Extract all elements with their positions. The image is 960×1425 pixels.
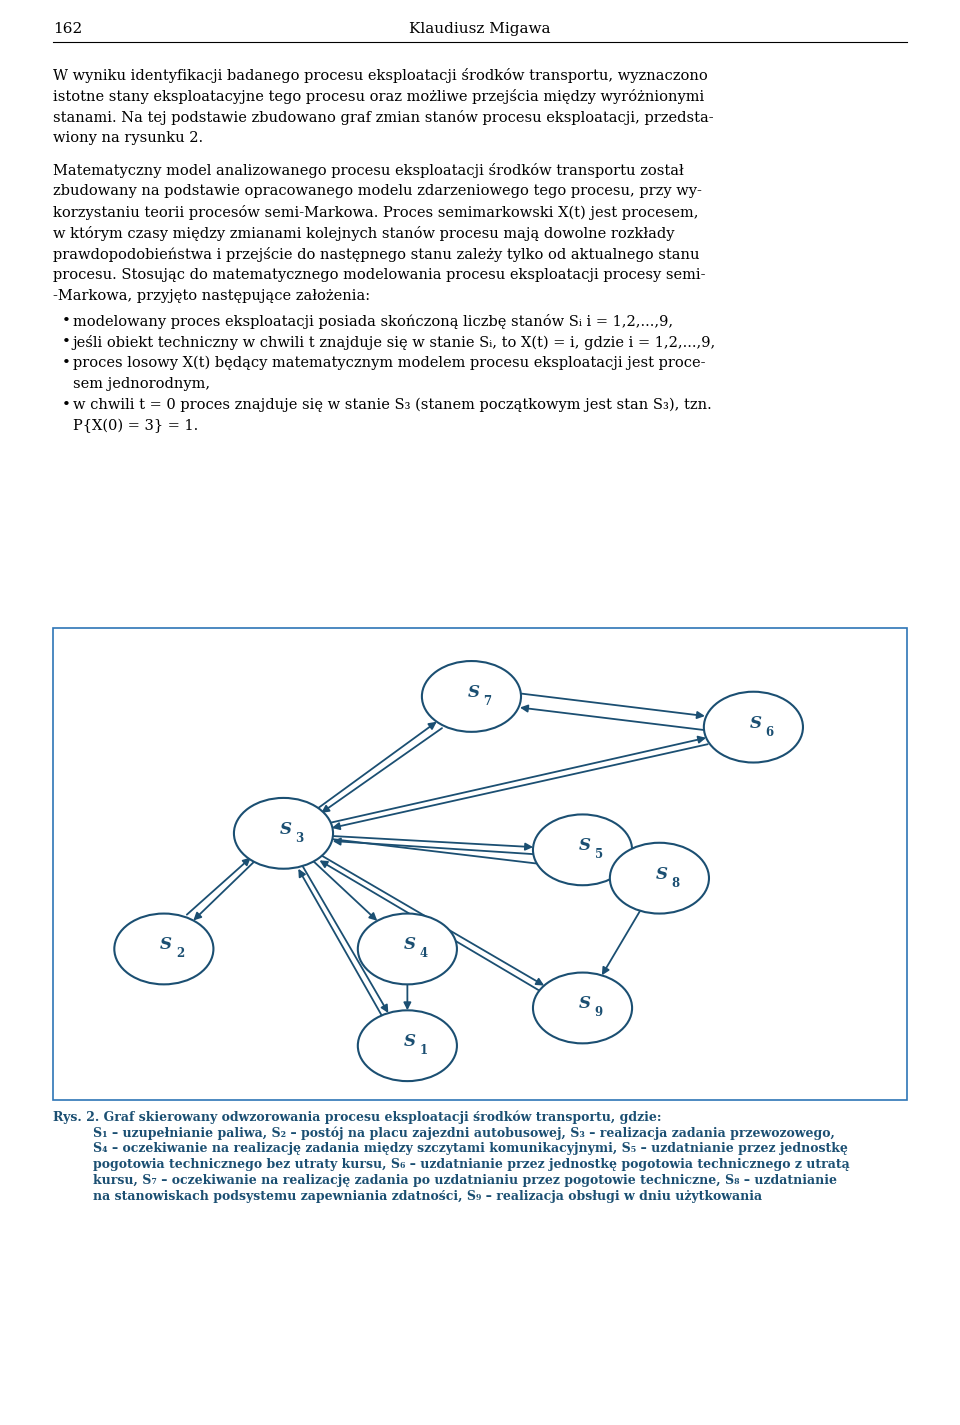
Text: S: S (468, 684, 479, 701)
Text: 3: 3 (296, 832, 303, 845)
Text: 9: 9 (594, 1006, 603, 1019)
Text: procesu. Stosując do matematycznego modelowania procesu eksploatacji procesy sem: procesu. Stosując do matematycznego mode… (53, 268, 706, 282)
Text: stanami. Na tej podstawie zbudowano graf zmian stanów procesu eksploatacji, prze: stanami. Na tej podstawie zbudowano graf… (53, 110, 713, 125)
Text: 6: 6 (765, 725, 774, 738)
Ellipse shape (358, 913, 457, 985)
Ellipse shape (610, 842, 709, 913)
Text: modelowany proces eksploatacji posiada skończoną liczbę stanów Sᵢ i = 1,2,...,9,: modelowany proces eksploatacji posiada s… (73, 314, 673, 329)
Text: wiony na rysunku 2.: wiony na rysunku 2. (53, 131, 203, 145)
Bar (53, 628, 907, 1100)
Text: -Markowa, przyjęto następujące założenia:: -Markowa, przyjęto następujące założenia… (53, 289, 370, 304)
Text: S: S (656, 865, 667, 882)
Text: zbudowany na podstawie opracowanego modelu zdarzeniowego tego procesu, przy wy-: zbudowany na podstawie opracowanego mode… (53, 184, 702, 198)
Text: istotne stany eksploatacyjne tego procesu oraz możliwe przejścia między wyróżnio: istotne stany eksploatacyjne tego proces… (53, 88, 704, 104)
Text: 162: 162 (53, 21, 82, 36)
Text: P{X(0) = 3} = 1.: P{X(0) = 3} = 1. (73, 419, 198, 433)
Text: S: S (750, 714, 761, 731)
Text: proces losowy X(t) będący matematycznym modelem procesu eksploatacji jest proce-: proces losowy X(t) będący matematycznym … (73, 356, 706, 370)
Text: Rys. 2. Graf skierowany odwzorowania procesu eksploatacji środków transportu, gd: Rys. 2. Graf skierowany odwzorowania pro… (53, 1110, 661, 1123)
Text: S: S (403, 1033, 416, 1050)
Ellipse shape (421, 661, 521, 732)
Text: jeśli obiekt techniczny w chwili t znajduje się w stanie Sᵢ, to X(t) = i, gdzie : jeśli obiekt techniczny w chwili t znajd… (73, 335, 716, 351)
Text: korzystaniu teorii procesów semi-Markowa. Proces semimarkowski X(t) jest procese: korzystaniu teorii procesów semi-Markowa… (53, 205, 698, 219)
Text: •: • (61, 314, 71, 328)
Ellipse shape (234, 798, 333, 869)
Text: •: • (61, 398, 71, 412)
Text: sem jednorodnym,: sem jednorodnym, (73, 378, 210, 390)
Ellipse shape (533, 815, 632, 885)
Text: S: S (403, 936, 416, 953)
Text: Matematyczny model analizowanego procesu eksploatacji środków transportu został: Matematyczny model analizowanego procesu… (53, 162, 684, 178)
Text: S: S (579, 996, 590, 1012)
Text: 5: 5 (594, 848, 603, 861)
Ellipse shape (114, 913, 213, 985)
Text: prawdopodobieństwa i przejście do następnego stanu zależy tylko od aktualnego st: prawdopodobieństwa i przejście do następ… (53, 247, 699, 262)
Text: W wyniku identyfikacji badanego procesu eksploatacji środków transportu, wyznacz: W wyniku identyfikacji badanego procesu … (53, 68, 708, 83)
Text: 7: 7 (484, 695, 492, 708)
Text: kursu, S₇ – oczekiwanie na realizację zadania po uzdatnianiu przez pogotowie tec: kursu, S₇ – oczekiwanie na realizację za… (93, 1174, 837, 1187)
Text: •: • (61, 335, 71, 349)
Text: pogotowia technicznego bez utraty kursu, S₆ – uzdatnianie przez jednostkę pogoto: pogotowia technicznego bez utraty kursu,… (93, 1159, 850, 1171)
Text: Klaudiusz Migawa: Klaudiusz Migawa (409, 21, 551, 36)
Text: S: S (160, 936, 172, 953)
Text: •: • (61, 356, 71, 370)
Ellipse shape (358, 1010, 457, 1082)
Text: S₁ – uzupełnianie paliwa, S₂ – postój na placu zajezdni autobusowej, S₃ – realiz: S₁ – uzupełnianie paliwa, S₂ – postój na… (93, 1126, 834, 1140)
Text: 2: 2 (176, 948, 184, 960)
Text: na stanowiskach podsystemu zapewniania zdatności, S₉ – realizacja obsługi w dniu: na stanowiskach podsystemu zapewniania z… (93, 1190, 762, 1203)
Text: 4: 4 (420, 948, 427, 960)
Text: w którym czasy między zmianami kolejnych stanów procesu mają dowolne rozkłady: w którym czasy między zmianami kolejnych… (53, 227, 674, 241)
Ellipse shape (533, 972, 632, 1043)
Ellipse shape (704, 691, 803, 762)
Text: 8: 8 (671, 876, 680, 889)
Text: 1: 1 (420, 1045, 427, 1057)
Text: S₄ – oczekiwanie na realizację zadania między szczytami komunikacyjnymi, S₅ – uz: S₄ – oczekiwanie na realizację zadania m… (93, 1141, 848, 1156)
Text: S: S (579, 838, 590, 855)
Text: S: S (279, 821, 292, 838)
Text: w chwili t = 0 proces znajduje się w stanie S₃ (stanem początkowym jest stan S₃): w chwili t = 0 proces znajduje się w sta… (73, 398, 711, 412)
